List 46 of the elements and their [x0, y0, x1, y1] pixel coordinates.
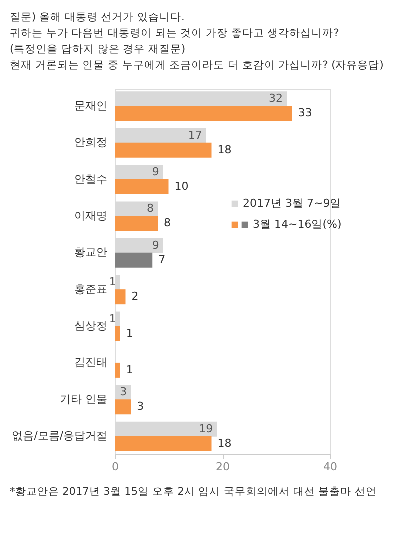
data-label: 1 — [126, 326, 134, 340]
y-tick-label: 심상정 — [74, 320, 108, 333]
y-tick-label: 없음/모름/응답거절 — [12, 430, 108, 443]
bar — [115, 106, 292, 122]
data-label: 19 — [199, 422, 214, 436]
data-label: 9 — [152, 238, 160, 252]
y-tick-label: 문재인 — [74, 99, 108, 112]
text: *황교안은 2017년 3월 15일 오후 2시 임시 국무회의에서 대선 불출마 선언 — [10, 486, 378, 498]
data-label: 3 — [120, 386, 128, 399]
bar — [115, 290, 126, 305]
bar — [115, 142, 212, 158]
data-label: 3 — [137, 400, 144, 414]
bar — [115, 362, 120, 378]
data-label: 10 — [174, 180, 189, 194]
data-label: 9 — [152, 166, 160, 179]
y-tick-label: 황교안 — [74, 246, 108, 260]
data-label: 17 — [188, 128, 202, 142]
bar — [115, 436, 212, 452]
bar — [115, 180, 169, 195]
x-tick-label: 40 — [324, 460, 338, 474]
y-tick-label: 이재명 — [74, 209, 108, 222]
data-label: 33 — [298, 106, 312, 120]
data-label: 7 — [158, 253, 166, 266]
data-label: 1 — [109, 276, 116, 289]
y-tick-label: 홍준표 — [74, 282, 108, 296]
data-label: 32 — [269, 92, 283, 106]
data-label: 18 — [218, 436, 232, 450]
y-tick-label: 안철수 — [74, 172, 108, 186]
chart-title: 질문) 올해 대통령 선거가 있습니다. 귀하는 누가 다음번 대통령이 되는 것이 가장 좋다고 생각하십니까? (특정인을 답하지 않은 경우 재질문) 현재 거론되는 인물 중 누구에게 조금이라도 더 호감이 가십니까? (자유응답) — [10, 12, 384, 72]
data-label: 1 — [126, 363, 134, 376]
data-label: 8 — [147, 202, 154, 216]
bar — [115, 326, 120, 342]
x-tick-label: 20 — [216, 460, 230, 474]
data-label: 1 — [109, 312, 116, 326]
y-tick-label: 김진태 — [74, 356, 108, 370]
x-tick-label: 0 — [112, 460, 119, 474]
legend-label: 3월 14~16일(%) — [253, 218, 342, 231]
data-label: 8 — [164, 216, 171, 230]
bar — [115, 252, 153, 268]
y-tick-label: 기타 인물 — [60, 392, 108, 406]
bar — [115, 216, 158, 232]
legend-label: 2017년 3월 7~9일 — [243, 197, 342, 210]
y-tick-label: 안희정 — [74, 136, 108, 150]
data-label: 18 — [218, 143, 232, 156]
data-label: 2 — [132, 290, 139, 304]
bar — [115, 400, 132, 415]
